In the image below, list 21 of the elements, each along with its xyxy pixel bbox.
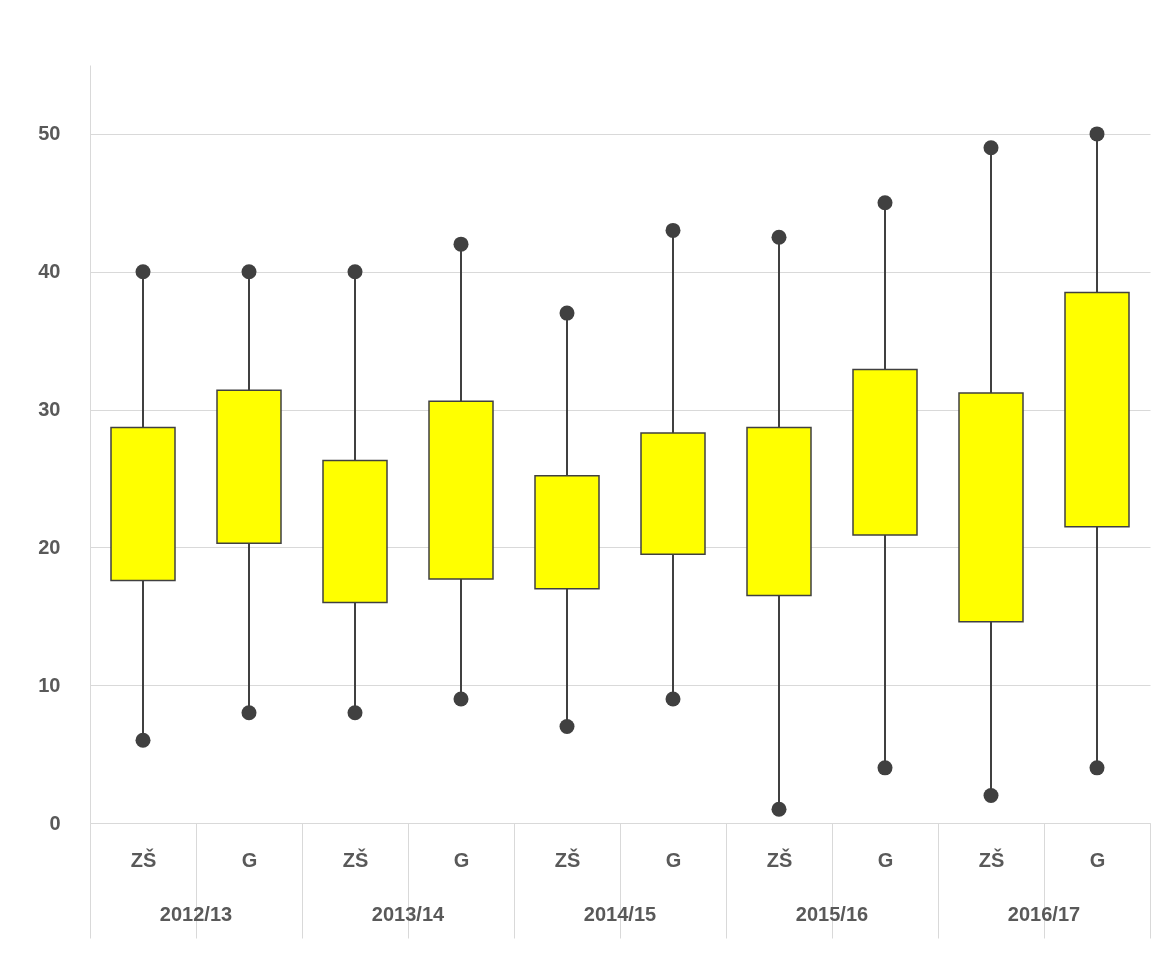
x-tick-label: ZŠ — [978, 847, 1005, 871]
y-tick-label: 30 — [38, 398, 61, 421]
x-tick-label: G — [877, 848, 894, 871]
text: 2013/14 — [371, 903, 446, 925]
x-tick-label: G — [1089, 848, 1106, 871]
text: 2012/13 — [159, 903, 233, 925]
text: 2016/17 — [1007, 903, 1081, 925]
y-tick-label: 10 — [38, 673, 61, 696]
x-tick-label: G — [453, 848, 470, 871]
text: 2015/16 — [795, 903, 869, 925]
y-tick-label: 20 — [38, 535, 61, 558]
y-tick-label: 0 — [49, 811, 61, 834]
text: 2014/15 — [583, 903, 657, 925]
y-tick-label: 50 — [38, 122, 61, 145]
x-tick-label: G — [665, 848, 682, 871]
x-tick-label: ZŠ — [130, 847, 157, 871]
x-tick-label: G — [241, 848, 258, 871]
x-tick-label: ZŠ — [766, 847, 793, 871]
x-tick-label: ZŠ — [554, 847, 581, 871]
y-tick-label: 40 — [38, 260, 61, 283]
x-tick-label: ZŠ — [342, 847, 369, 871]
